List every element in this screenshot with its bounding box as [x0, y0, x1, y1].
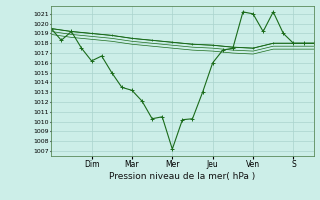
- X-axis label: Pression niveau de la mer( hPa ): Pression niveau de la mer( hPa ): [109, 172, 256, 181]
